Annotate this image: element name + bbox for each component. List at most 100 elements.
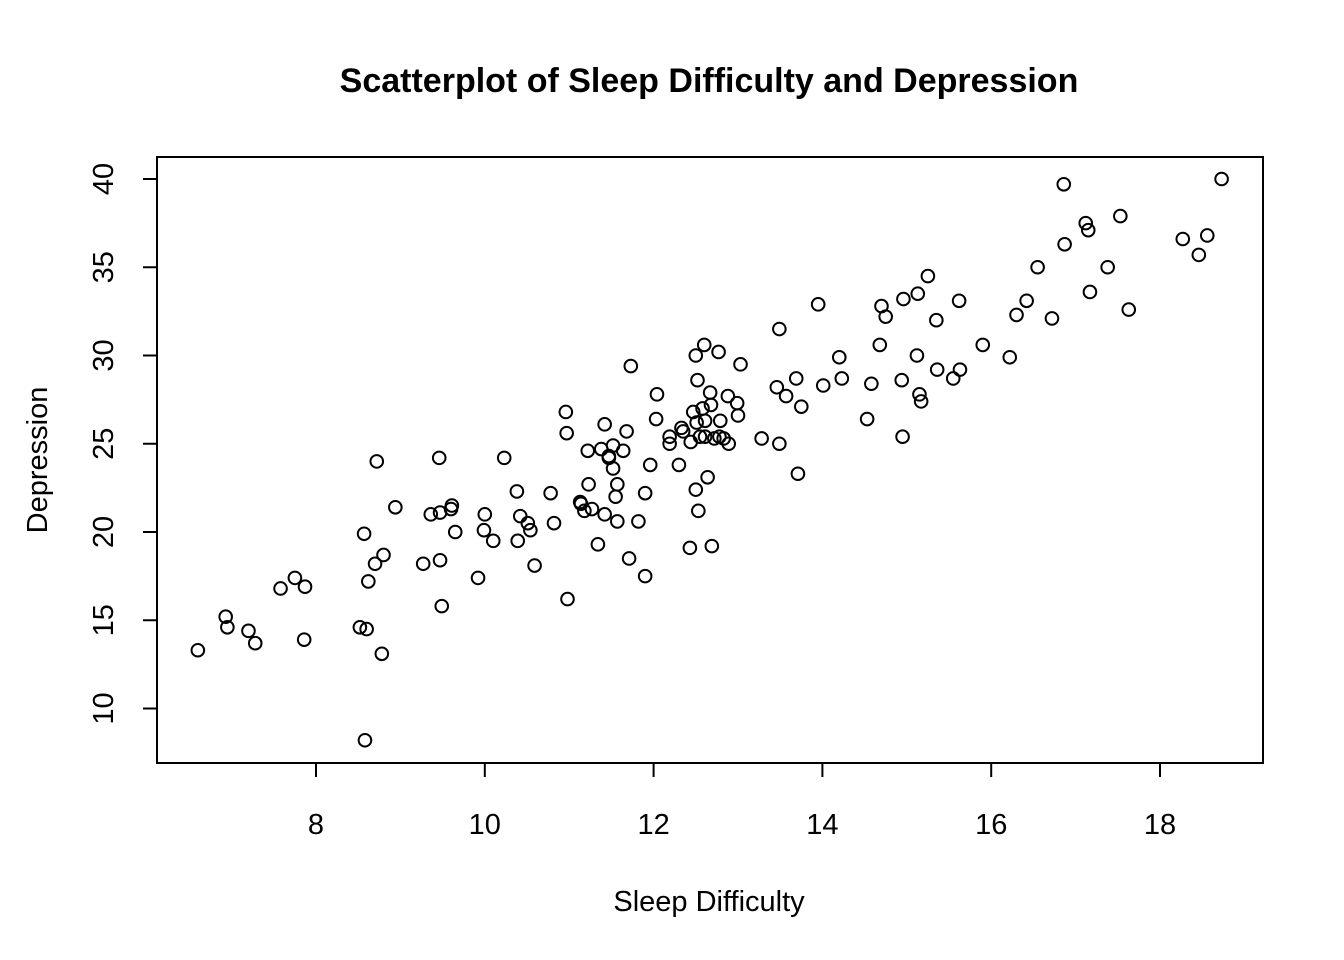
data-point [1191,247,1207,263]
data-point [357,732,373,748]
data-point [581,477,596,492]
data-point [369,454,385,469]
data-point [864,376,879,392]
data-point [560,591,575,607]
data-point [510,533,526,549]
data-point [444,498,460,513]
data-point [696,337,712,353]
data-point [367,556,383,572]
data-point [352,620,368,635]
data-point [697,429,713,444]
data-point [432,552,448,568]
data-point [642,457,658,473]
data-point [374,646,390,662]
data-point [733,357,748,372]
data-point [623,358,639,374]
data-point [1080,222,1096,238]
data-point [702,385,718,400]
data-point [703,397,719,413]
data-point [692,429,708,444]
data-point [447,524,463,540]
data-point [1121,302,1137,317]
data-point [1057,237,1072,252]
data-point [690,372,705,388]
x-tick-label: 8 [308,809,324,841]
data-point [1082,284,1098,300]
data-point [788,371,804,386]
data-point [621,551,637,566]
y-tick-label: 20 [88,516,120,548]
data-point [872,337,888,353]
data-point [675,424,691,439]
data-point [559,425,574,441]
data-point [945,371,961,386]
data-point [704,538,720,554]
data-point [790,466,806,482]
data-point [1113,208,1128,224]
data-point [470,570,486,586]
data-point [1044,311,1060,326]
data-point [721,436,737,452]
data-point [523,522,538,538]
y-tick-label: 35 [88,251,120,283]
data-point [297,579,313,595]
data-point [1100,259,1115,275]
data-point [584,501,600,517]
y-tick-label: 15 [88,604,120,636]
data-point [577,503,592,519]
data-point [1175,231,1191,247]
data-point [878,309,894,324]
data-point [834,371,850,386]
data-point [218,609,233,625]
data-point [1002,349,1018,365]
data-point [431,450,447,466]
data-point [1214,171,1229,187]
data-point [720,388,736,404]
data-point [615,443,631,459]
data-point [700,469,715,485]
data-point [512,508,528,524]
data-point [520,515,536,531]
data-point [476,522,492,538]
data-point [952,362,968,377]
data-point [1078,215,1094,231]
data-point [929,362,945,377]
data-point [649,387,665,402]
data-point [913,394,929,409]
data-point [909,348,925,363]
data-point [831,349,847,365]
data-point [730,408,746,423]
data-point [580,443,596,459]
data-point [509,484,525,499]
data-point [1199,228,1215,243]
data-point [605,461,621,476]
data-point [527,558,542,573]
data-point [590,537,606,552]
data-point [910,286,926,302]
data-point [1009,307,1024,323]
y-axis: 10 15 20 25 30 35 40 [88,163,158,725]
data-point [376,547,391,563]
data-point [778,388,794,404]
data-point [415,556,431,572]
data-point [273,581,288,596]
data-point [729,395,745,411]
data-point [688,482,704,497]
data-point [619,424,634,439]
data-point [359,621,374,637]
data-point [637,485,653,501]
data-point [388,499,403,515]
x-axis-label: Sleep Difficulty [613,886,805,918]
data-point [597,417,612,432]
y-tick-label: 10 [88,692,120,724]
data-point [691,503,706,519]
data-point [671,457,687,473]
data-point [1056,176,1072,192]
data-point [712,413,728,429]
data-point [1019,293,1034,309]
data-point [220,620,235,635]
data-point [546,515,562,531]
data-point [951,293,967,309]
data-point [896,291,911,307]
